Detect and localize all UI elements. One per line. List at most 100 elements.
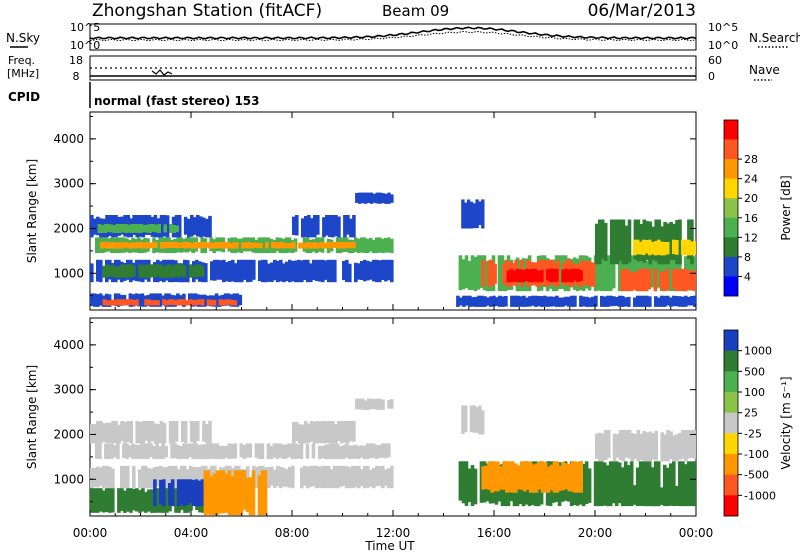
power-data-cell bbox=[191, 266, 196, 278]
power-data-cell bbox=[501, 296, 505, 307]
velocity-data-cell bbox=[312, 465, 316, 487]
velocity-data-cell bbox=[319, 421, 323, 443]
power-data-cell bbox=[177, 299, 181, 306]
power-data-cell bbox=[626, 269, 630, 292]
power-data-cell bbox=[152, 293, 156, 307]
velocity-data-cell bbox=[141, 465, 145, 488]
power-data-cell bbox=[359, 237, 364, 253]
power-data-cell bbox=[357, 263, 361, 280]
velocity-colorbar-tick-label: 100 bbox=[744, 386, 765, 399]
velocity-data-cell bbox=[227, 470, 232, 516]
power-data-cell bbox=[219, 260, 223, 280]
noise-sky-trace bbox=[89, 26, 697, 40]
power-data-cell bbox=[150, 264, 154, 278]
cpid-label: CPID bbox=[8, 90, 40, 104]
velocity-data-cell bbox=[170, 443, 174, 459]
power-data-cell bbox=[586, 260, 590, 286]
power-data-cell bbox=[182, 265, 187, 278]
power-data-cell bbox=[478, 201, 482, 225]
velocity-data-cell bbox=[329, 443, 334, 460]
power-data-cell bbox=[196, 215, 200, 237]
power-data-cell bbox=[208, 215, 212, 238]
power-data-cell bbox=[461, 259, 466, 290]
velocity-data-cell bbox=[168, 465, 172, 487]
power-data-cell bbox=[259, 243, 263, 249]
power-data-cell bbox=[182, 299, 187, 306]
power-data-cell bbox=[109, 242, 113, 249]
power-data-cell bbox=[319, 242, 323, 249]
power-colorbar: 4 8 12 16 20 24 28 Power [dB] bbox=[723, 119, 793, 297]
velocity-data-cell bbox=[543, 462, 548, 493]
power-data-cell bbox=[627, 219, 632, 263]
power-data-cell bbox=[237, 259, 241, 283]
power-data-cell bbox=[363, 192, 368, 204]
velocity-data-cell bbox=[144, 492, 148, 513]
power-data-cell bbox=[240, 259, 244, 283]
power-data-cell bbox=[151, 242, 155, 248]
velocity-data-cell bbox=[644, 485, 649, 507]
velocity-data-cell bbox=[531, 464, 536, 493]
velocity-data-cell bbox=[174, 488, 178, 513]
power-data-cell bbox=[546, 296, 550, 307]
velocity-data-cell bbox=[188, 443, 192, 458]
power-data-cell bbox=[111, 265, 116, 278]
velocity-data-cell bbox=[162, 467, 166, 489]
power-colorbar-segment bbox=[724, 178, 738, 199]
velocity-data-cell bbox=[90, 424, 94, 444]
velocity-data-cell bbox=[278, 443, 283, 458]
power-data-cell bbox=[154, 241, 158, 248]
power-data-cell bbox=[387, 237, 391, 253]
velocity-data-cell bbox=[276, 465, 280, 487]
power-data-cell bbox=[513, 295, 517, 307]
velocity-data-cell bbox=[372, 399, 377, 410]
velocity-data-cell bbox=[469, 405, 474, 433]
power-data-cell bbox=[467, 261, 472, 290]
velocity-data-cell bbox=[152, 445, 156, 460]
power-data-cell bbox=[638, 268, 642, 292]
velocity-data-cell bbox=[579, 461, 583, 493]
velocity-data-cell bbox=[638, 461, 643, 506]
power-data-cell bbox=[185, 300, 190, 306]
power-data-cell bbox=[159, 264, 163, 278]
power-data-cell bbox=[680, 268, 685, 292]
power-data-cell bbox=[481, 259, 485, 287]
power-data-cell bbox=[139, 241, 143, 249]
velocity-data-cell bbox=[520, 461, 524, 490]
power-data-cell bbox=[118, 224, 123, 233]
velocity-data-cell bbox=[90, 488, 94, 513]
power-data-cell bbox=[136, 241, 140, 248]
power-data-cell bbox=[312, 259, 316, 281]
power-data-cell bbox=[90, 215, 94, 238]
velocity-data-cell bbox=[239, 470, 244, 516]
velocity-data-cell bbox=[552, 461, 557, 493]
velocity-data-cell bbox=[470, 465, 475, 507]
power-data-cell bbox=[243, 259, 247, 280]
power-data-cell bbox=[229, 243, 233, 249]
velocity-data-cell bbox=[96, 466, 100, 488]
velocity-data-cell bbox=[324, 465, 328, 489]
velocity-data-cell bbox=[161, 443, 165, 460]
power-data-cell bbox=[162, 266, 166, 278]
velocity-data-cell bbox=[123, 490, 127, 513]
power-data-cell bbox=[618, 219, 623, 261]
power-data-cell bbox=[141, 264, 145, 278]
power-data-cell bbox=[487, 260, 491, 287]
velocity-data-cell bbox=[624, 430, 629, 458]
velocity-colorbar-tick-label: -1000 bbox=[744, 489, 776, 502]
power-data-cell bbox=[564, 296, 568, 306]
velocity-data-cell bbox=[675, 485, 679, 506]
power-data-cell bbox=[530, 268, 535, 283]
velocity-data-cell bbox=[200, 479, 205, 507]
power-data-cell bbox=[675, 296, 679, 307]
velocity-data-cell bbox=[227, 443, 232, 460]
velocity-colorbar-segment bbox=[724, 433, 738, 455]
power-data-cell bbox=[188, 299, 193, 306]
velocity-colorbar-segment bbox=[724, 350, 738, 372]
velocity-data-cell bbox=[481, 466, 485, 490]
velocity-data-cell bbox=[390, 399, 394, 409]
power-data-cell bbox=[164, 293, 168, 307]
power-data-cell bbox=[509, 268, 514, 283]
power-data-cell bbox=[528, 296, 532, 307]
power-data-cell bbox=[589, 262, 593, 287]
velocity-data-cell bbox=[617, 462, 622, 504]
